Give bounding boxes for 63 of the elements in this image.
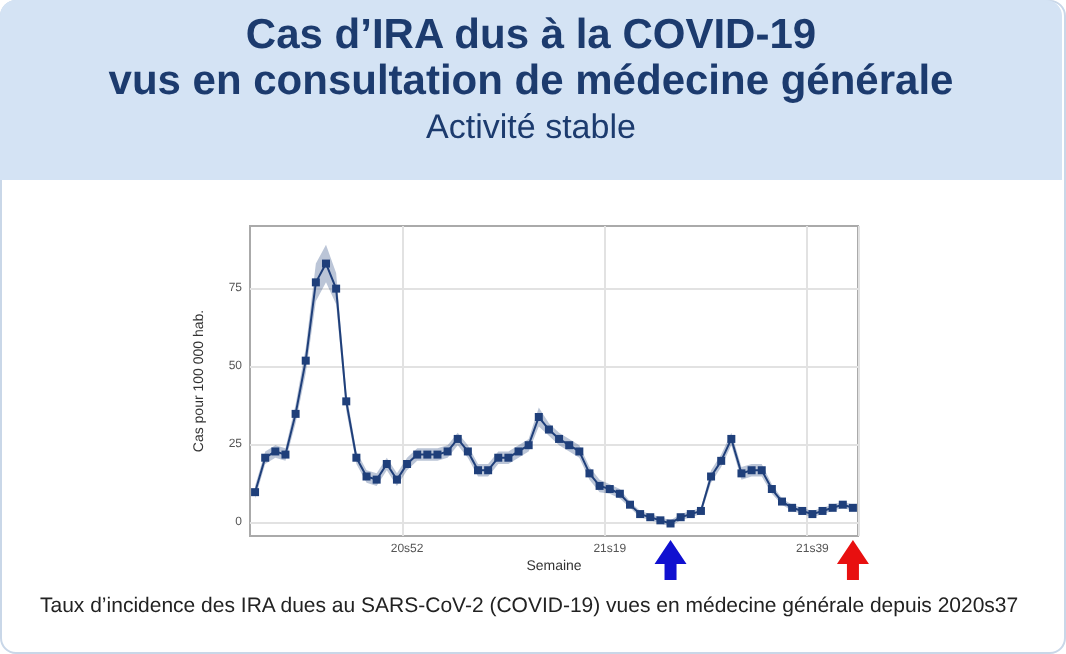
point (555, 434, 564, 443)
point (474, 466, 482, 475)
point (575, 447, 584, 456)
point (382, 459, 391, 468)
point (565, 441, 574, 450)
point (767, 485, 776, 494)
chart-subtitle: Activité stable (424, 108, 638, 148)
point (757, 466, 766, 475)
point (636, 510, 645, 519)
point (656, 516, 665, 525)
text: Taux d’incidence des IRA dues au SARS-CoV-2 (COVID-19) vues en médecine générale depuis 2020s37 (40, 594, 1019, 618)
point (362, 472, 371, 481)
point (717, 456, 726, 465)
point (615, 489, 624, 498)
point (463, 447, 472, 456)
point (544, 425, 553, 434)
point (332, 284, 341, 293)
point (271, 447, 280, 456)
point (291, 409, 300, 418)
point (605, 485, 614, 494)
chart-title: Cas d’IRA dus à la COVID-19 vus en consultation de médecine générale (106, 12, 956, 104)
point (595, 481, 604, 490)
point (788, 503, 797, 512)
point (534, 413, 543, 422)
point (686, 510, 695, 519)
point (311, 278, 320, 287)
point (666, 519, 675, 528)
point (646, 513, 655, 522)
point (737, 469, 746, 478)
point (484, 466, 493, 475)
point (696, 506, 705, 515)
point (372, 475, 381, 484)
point (585, 469, 594, 478)
point (261, 453, 270, 462)
point (848, 503, 857, 512)
point (808, 510, 817, 519)
point (727, 434, 736, 443)
point (433, 450, 442, 459)
point (514, 447, 523, 456)
point (352, 453, 361, 462)
point (818, 506, 827, 515)
point (423, 450, 432, 459)
point (524, 441, 533, 450)
point (251, 488, 260, 497)
point (504, 453, 513, 462)
point (322, 259, 330, 268)
point (413, 450, 422, 459)
point (443, 447, 452, 456)
point (778, 497, 786, 506)
point (626, 500, 634, 509)
point (301, 356, 310, 365)
point (281, 450, 290, 459)
point (453, 434, 462, 443)
point (342, 397, 351, 406)
point (798, 506, 807, 515)
point (828, 503, 837, 512)
point (707, 472, 716, 481)
point (403, 459, 412, 468)
point (392, 475, 401, 484)
point (676, 513, 685, 522)
point (747, 466, 756, 475)
point (838, 500, 847, 509)
point (494, 453, 503, 462)
